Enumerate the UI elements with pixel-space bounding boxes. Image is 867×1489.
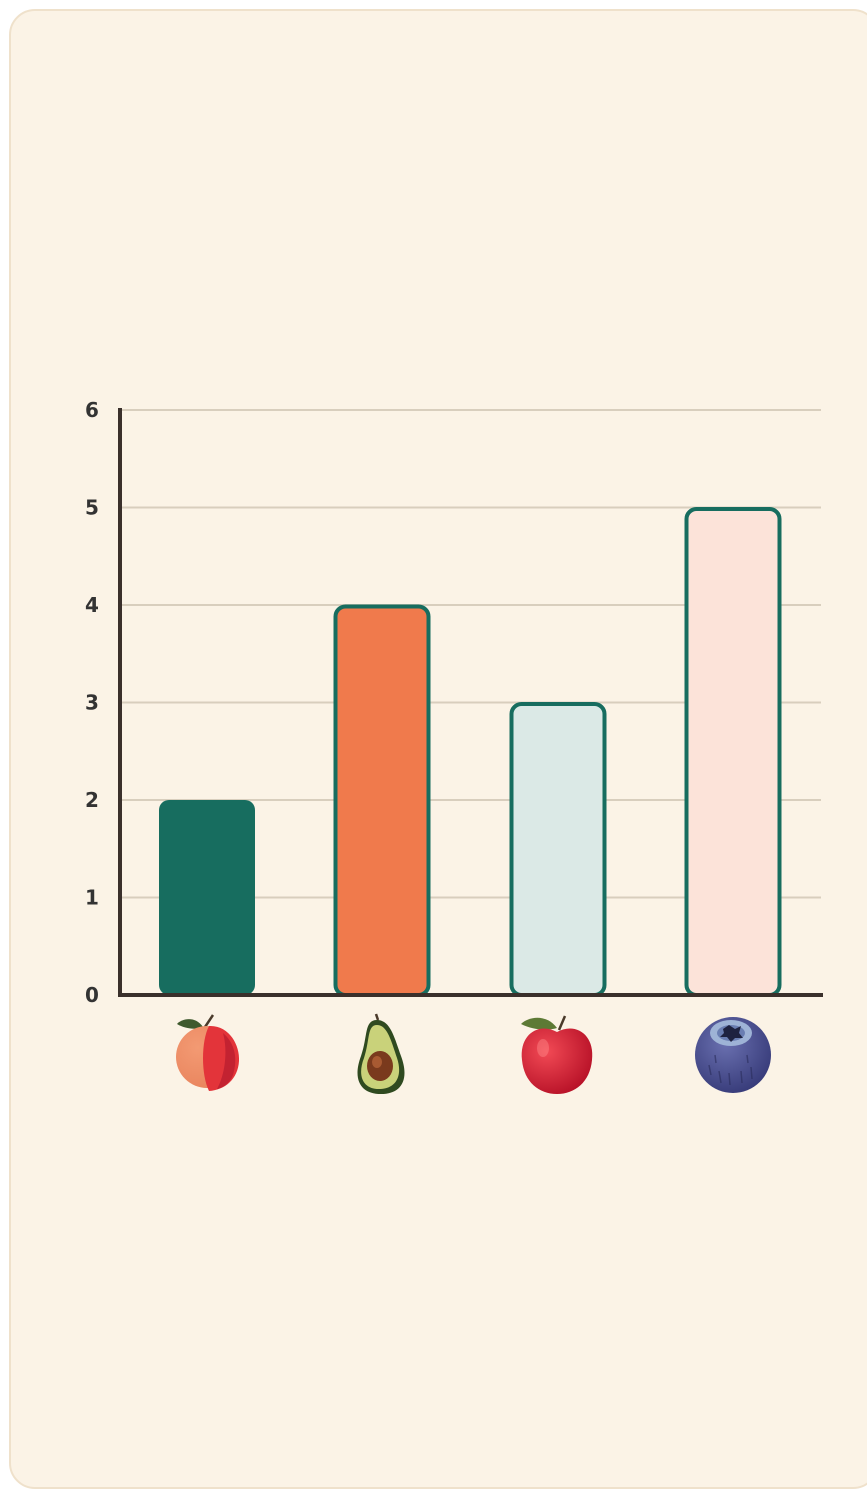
y-axis-tick-labels: 0 1 2 3 4 5 6	[85, 398, 99, 1007]
blueberry-icon	[695, 1017, 771, 1093]
y-tick-label: 6	[85, 398, 99, 422]
y-tick-label: 1	[85, 886, 99, 910]
bar-peach	[159, 800, 255, 995]
y-tick-label: 5	[85, 496, 99, 520]
peach-icon	[176, 1014, 240, 1091]
y-tick-label: 3	[85, 691, 99, 715]
apple-icon	[521, 1015, 593, 1094]
y-tick-label: 0	[85, 983, 99, 1007]
y-tick-label: 4	[85, 593, 99, 617]
y-tick-label: 2	[85, 788, 99, 812]
bar-blueberry	[684, 507, 782, 997]
avocado-icon	[357, 1013, 405, 1094]
bar-apple	[509, 702, 607, 997]
bar-avocado	[333, 604, 431, 997]
bars	[159, 507, 782, 997]
